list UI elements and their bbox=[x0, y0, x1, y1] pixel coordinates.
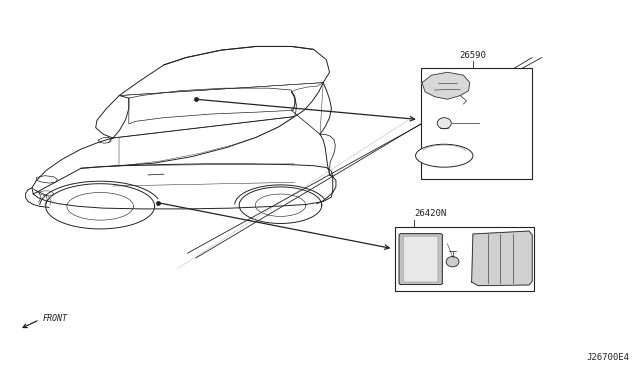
Ellipse shape bbox=[446, 257, 459, 267]
Bar bbox=[395, 227, 534, 291]
Text: FRONT: FRONT bbox=[43, 314, 68, 323]
FancyBboxPatch shape bbox=[403, 236, 438, 282]
Ellipse shape bbox=[437, 118, 451, 129]
Bar bbox=[420, 68, 532, 179]
FancyBboxPatch shape bbox=[399, 234, 442, 285]
Polygon shape bbox=[422, 72, 470, 99]
Ellipse shape bbox=[415, 144, 473, 167]
Text: 26420N: 26420N bbox=[414, 209, 447, 218]
Text: J26700E4: J26700E4 bbox=[586, 353, 629, 362]
Polygon shape bbox=[472, 231, 532, 286]
Text: 26590E: 26590E bbox=[481, 119, 509, 128]
Text: 26590: 26590 bbox=[460, 51, 486, 60]
Text: 26420J: 26420J bbox=[436, 232, 465, 241]
